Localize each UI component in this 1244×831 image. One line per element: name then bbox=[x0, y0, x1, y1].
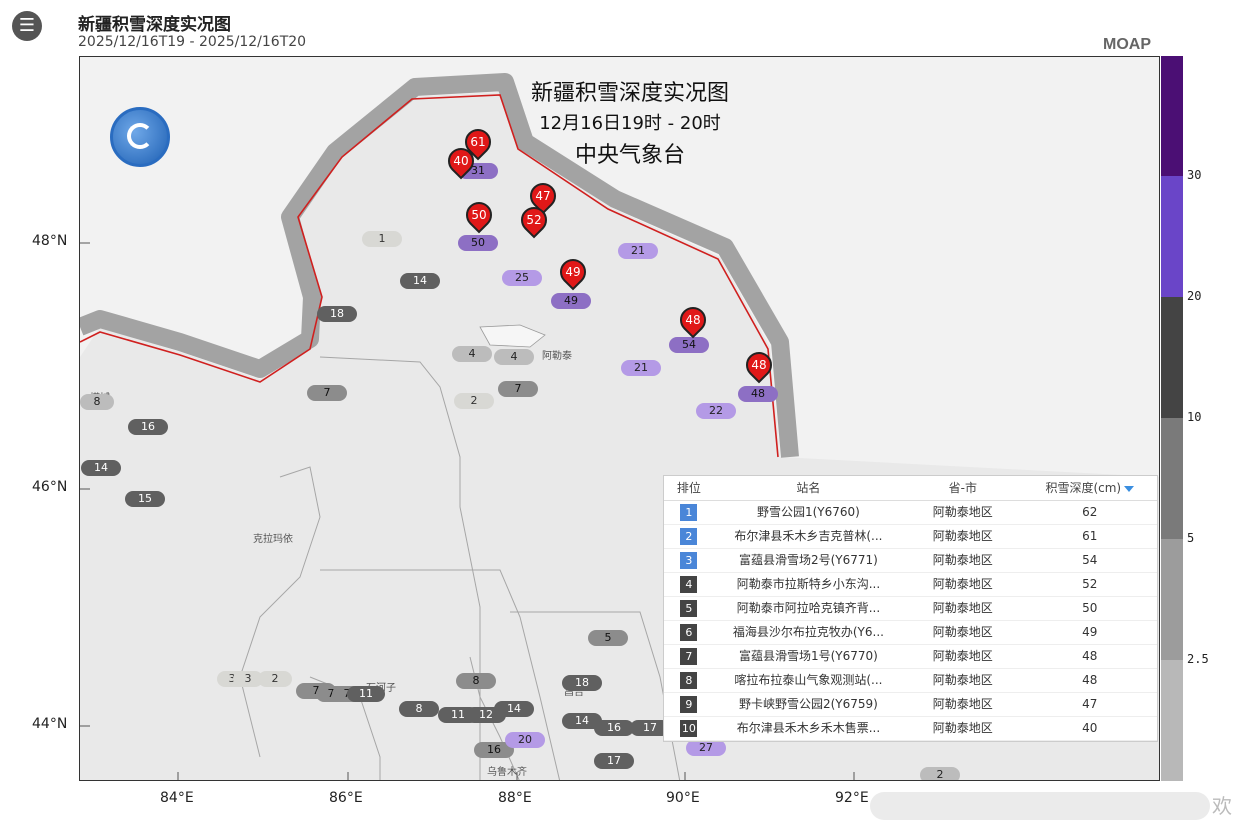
station-value[interactable]: 22 bbox=[696, 403, 736, 419]
lon-label: 84°E bbox=[160, 790, 194, 806]
station-value[interactable]: 20 bbox=[505, 732, 545, 748]
weather-logo-icon bbox=[110, 107, 170, 167]
station-value[interactable]: 4 bbox=[494, 349, 534, 365]
station-value[interactable]: 50 bbox=[458, 235, 498, 251]
sort-by-depth-button[interactable]: 积雪深度(cm) bbox=[1023, 476, 1157, 500]
legend-label: 2.5 bbox=[1187, 652, 1209, 666]
station-value[interactable]: 16 bbox=[128, 419, 168, 435]
table-row[interactable]: 10 布尔津县禾木乡禾木售票... 阿勒泰地区 40 bbox=[664, 717, 1157, 741]
table-row[interactable]: 3 富蕴县滑雪场2号(Y6771) 阿勒泰地区 54 bbox=[664, 549, 1157, 573]
station-value[interactable]: 17 bbox=[630, 720, 670, 736]
map-overlay-title: 新疆积雪深度实况图 12月16日19时 - 20时 中央气象台 bbox=[530, 81, 729, 168]
station-value[interactable]: 8 bbox=[80, 394, 114, 410]
sort-icon[interactable] bbox=[1124, 485, 1135, 492]
place-label: 阿勒泰 bbox=[542, 351, 572, 362]
lon-label: 88°E bbox=[498, 790, 532, 806]
station-value[interactable]: 11 bbox=[347, 686, 385, 702]
station-value[interactable]: 2 bbox=[258, 671, 292, 687]
station-value[interactable]: 14 bbox=[562, 713, 602, 729]
station-value[interactable]: 7 bbox=[307, 385, 347, 401]
station-value[interactable]: 54 bbox=[669, 337, 709, 353]
place-label: 乌鲁木齐 bbox=[487, 767, 527, 778]
legend-label: 5 bbox=[1187, 531, 1195, 545]
place-label: 昌吉 bbox=[564, 687, 584, 698]
lon-label: 90°E bbox=[666, 790, 700, 806]
station-value[interactable]: 25 bbox=[502, 270, 542, 286]
brand-label: MOAP bbox=[1103, 36, 1151, 53]
color-legend bbox=[1161, 56, 1183, 781]
station-value[interactable]: 5 bbox=[588, 630, 628, 646]
station-value[interactable]: 8 bbox=[399, 701, 439, 717]
station-value[interactable]: 49 bbox=[551, 293, 591, 309]
table-row[interactable]: 6 福海县沙尔布拉克牧办(Y6... 阿勒泰地区 49 bbox=[664, 621, 1157, 645]
station-value[interactable]: 16 bbox=[474, 742, 514, 758]
station-value[interactable]: 17 bbox=[594, 753, 634, 769]
station-value[interactable]: 21 bbox=[621, 360, 661, 376]
station-value[interactable]: 3 bbox=[233, 671, 263, 687]
comment-bar[interactable] bbox=[870, 792, 1210, 820]
station-value[interactable]: 8 bbox=[456, 673, 496, 689]
legend-label: 30 bbox=[1187, 168, 1202, 182]
lon-label: 92°E bbox=[835, 790, 869, 806]
time-range: 2025/12/16T19 - 2025/12/16T20 bbox=[78, 34, 307, 50]
lat-label: 48°N bbox=[32, 233, 68, 249]
station-value[interactable]: 18 bbox=[317, 306, 357, 322]
station-value[interactable]: 1 bbox=[362, 231, 402, 247]
lat-label: 44°N bbox=[32, 716, 68, 732]
station-value[interactable]: 2 bbox=[920, 767, 960, 780]
table-row[interactable]: 9 野卡峡野雪公园2(Y6759) 阿勒泰地区 47 bbox=[664, 693, 1157, 717]
station-value[interactable]: 14 bbox=[400, 273, 440, 289]
menu-button[interactable]: ☰ bbox=[12, 11, 42, 41]
station-value[interactable]: 16 bbox=[594, 720, 634, 736]
table-row[interactable]: 7 富蕴县滑雪场1号(Y6770) 阿勒泰地区 48 bbox=[664, 645, 1157, 669]
ranking-table: 排位 站名 省-市 积雪深度(cm) 1 野雪公园1(Y6760) 阿勒泰地区 62 … bbox=[663, 475, 1158, 742]
menu-icon: ☰ bbox=[18, 15, 36, 36]
table-row[interactable]: 5 阿勒泰市阿拉哈克镇齐背... 阿勒泰地区 50 bbox=[664, 597, 1157, 621]
station-value[interactable]: 21 bbox=[618, 243, 658, 259]
station-value[interactable]: 4 bbox=[452, 346, 492, 362]
station-value[interactable]: 14 bbox=[81, 460, 121, 476]
place-label: 克拉玛依 bbox=[253, 534, 293, 545]
table-row[interactable]: 2 布尔津县禾木乡吉克普林(... 阿勒泰地区 61 bbox=[664, 525, 1157, 549]
page-title: 新疆积雪深度实况图 bbox=[78, 15, 231, 35]
table-row[interactable]: 8 喀拉布拉泰山气象观测站(... 阿勒泰地区 48 bbox=[664, 669, 1157, 693]
station-value[interactable]: 2 bbox=[454, 393, 494, 409]
station-value[interactable]: 14 bbox=[494, 701, 534, 717]
station-value[interactable]: 15 bbox=[125, 491, 165, 507]
table-row[interactable]: 4 阿勒泰市拉斯特乡小东沟... 阿勒泰地区 52 bbox=[664, 573, 1157, 597]
station-value[interactable]: 18 bbox=[562, 675, 602, 691]
table-row[interactable]: 1 野雪公园1(Y6760) 阿勒泰地区 62 bbox=[664, 501, 1157, 525]
lat-label: 46°N bbox=[32, 479, 68, 495]
lon-label: 86°E bbox=[329, 790, 363, 806]
table-header: 排位 站名 省-市 积雪深度(cm) bbox=[664, 476, 1157, 501]
legend-label: 10 bbox=[1187, 410, 1202, 424]
legend-label: 20 bbox=[1187, 289, 1202, 303]
comment-label: 欢 bbox=[1212, 794, 1232, 818]
station-value[interactable]: 7 bbox=[498, 381, 538, 397]
station-value[interactable]: 27 bbox=[686, 740, 726, 756]
station-value[interactable]: 48 bbox=[738, 386, 778, 402]
